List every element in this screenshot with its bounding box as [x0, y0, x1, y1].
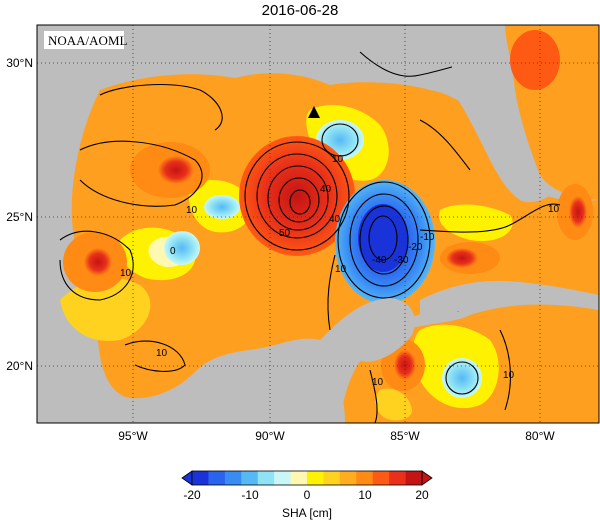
yucatan-landmass: [320, 298, 415, 362]
colorbar-label: SHA [cm]: [282, 506, 332, 520]
warm-core-eddy: [239, 136, 355, 256]
colorbar-cell: [241, 471, 259, 485]
colorbar-cell: [192, 471, 209, 485]
lon-label: 80°W: [525, 429, 555, 443]
cyan-eddy-west: [204, 195, 240, 219]
colorbar-cell: [208, 471, 226, 485]
cyan-eddy-southwest: [164, 231, 200, 265]
colorbar: -20 -10 0 10 20 SHA [cm]: [181, 470, 433, 520]
cuba-landmass: [420, 280, 599, 315]
colorbar-left-arrow: [181, 470, 193, 486]
lon-label: 95°W: [118, 429, 148, 443]
map-panel: 10 0 10 10 50 40 40 10 10 -40 -30 -20 -1…: [37, 25, 599, 423]
colorbar-tick: 10: [358, 488, 372, 502]
map-title: 2016-06-28: [261, 2, 339, 19]
colorbar-cell: [339, 471, 357, 485]
colorbar-tick: 0: [304, 488, 311, 502]
colorbar-tick: 20: [415, 488, 429, 502]
colorbar-cell: [356, 471, 374, 485]
colorbar-cell: [274, 471, 291, 485]
colorbar-tick: -10: [241, 488, 259, 502]
colorbar-cell: [372, 471, 390, 485]
colorbar-cell: [290, 471, 308, 485]
contour-label: 50: [279, 228, 291, 239]
cyan-eddy-caribbean: [442, 358, 482, 398]
contour-label: 10: [335, 264, 347, 275]
colorbar-right-arrow: [421, 470, 433, 486]
contour-label: 40: [320, 184, 332, 195]
colorbar-cell: [323, 471, 341, 485]
contour-label: -20: [408, 242, 423, 253]
colorbar-cell: [307, 471, 324, 485]
contour-label: 10: [156, 348, 168, 359]
colorbar-cell: [257, 471, 275, 485]
florida-landmass: [451, 25, 550, 203]
contour-label: 10: [503, 370, 515, 381]
central-america-landmass: [37, 348, 345, 423]
contour-label: 10: [332, 154, 344, 165]
lat-label: 20°N: [6, 359, 33, 373]
colorbar-cell: [224, 471, 242, 485]
colorbar-cell: [405, 471, 423, 485]
contour-label: -40: [372, 255, 387, 266]
lat-label: 25°N: [6, 210, 33, 224]
contour-label: 10: [120, 268, 132, 279]
lon-label: 85°W: [390, 429, 420, 443]
contour-label: 0: [170, 246, 176, 257]
contour-label: -10: [420, 232, 435, 243]
lon-label: 90°W: [255, 429, 285, 443]
credit-label: NOAA/AOML: [48, 33, 128, 48]
colorbar-tick: -20: [183, 488, 201, 502]
colorbar-cells: [192, 471, 423, 485]
contour-label: 40: [329, 214, 341, 225]
contour-label: 10: [186, 205, 198, 216]
map-border: [36, 24, 600, 424]
colorbar-cell: [389, 471, 406, 485]
lat-label: 30°N: [6, 56, 33, 70]
triangle-marker: [308, 106, 320, 118]
contour-label: 10: [372, 377, 384, 388]
credit-box: [44, 31, 124, 49]
contour-label: -30: [394, 255, 409, 266]
contour-label: 10: [548, 204, 560, 215]
